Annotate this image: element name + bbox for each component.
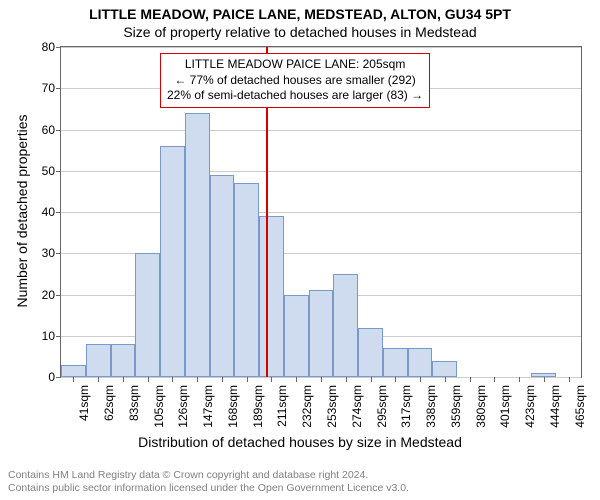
y-tick-label: 50 [42,164,61,178]
x-tick-label: 126sqm [176,385,190,428]
bar [135,253,160,377]
bar [61,365,86,377]
bar [234,183,259,377]
x-tick-mark [470,377,471,382]
x-tick-label: 211sqm [275,385,289,427]
y-tick-label: 0 [48,370,61,384]
y-tick-label: 20 [42,288,61,302]
x-tick-mark [321,377,322,382]
x-tick-mark [222,377,223,382]
x-tick-mark [296,377,297,382]
x-tick-label: 83sqm [127,385,141,421]
footer-line2: Contains public sector information licen… [8,482,409,496]
x-tick-label: 62sqm [102,385,116,421]
footer-attribution: Contains HM Land Registry data © Crown c… [8,469,409,496]
x-tick-label: 295sqm [375,385,389,428]
bar [358,328,383,378]
x-tick-mark [544,377,545,382]
bar [333,274,358,377]
x-tick-label: 274sqm [350,385,364,428]
chart-title-line2: Size of property relative to detached ho… [0,24,600,40]
x-tick-label: 401sqm [498,385,512,428]
x-tick-mark [148,377,149,382]
x-tick-label: 444sqm [548,385,562,428]
x-tick-mark [569,377,570,382]
x-tick-label: 105sqm [152,385,166,428]
x-tick-mark [247,377,248,382]
x-tick-mark [519,377,520,382]
x-tick-label: 253sqm [325,385,339,428]
bar [408,348,433,377]
bar [86,344,111,377]
x-tick-mark [371,377,372,382]
y-tick-label: 40 [42,205,61,219]
x-tick-mark [73,377,74,382]
x-tick-label: 41sqm [77,385,91,421]
annotation-line: LITTLE MEADOW PAICE LANE: 205sqm [167,57,423,73]
x-axis-label: Distribution of detached houses by size … [0,434,600,450]
bar [210,175,235,377]
plot-area: LITTLE MEADOW PAICE LANE: 205sqm← 77% of… [60,46,582,378]
x-tick-mark [123,377,124,382]
x-tick-mark [420,377,421,382]
footer-line1: Contains HM Land Registry data © Crown c… [8,469,409,483]
x-tick-label: 359sqm [449,385,463,428]
x-tick-mark [197,377,198,382]
x-tick-label: 423sqm [523,385,537,428]
x-tick-label: 338sqm [424,385,438,428]
annotation-line: ← 77% of detached houses are smaller (29… [167,73,423,89]
x-tick-label: 465sqm [573,385,587,428]
y-tick-label: 30 [42,246,61,260]
y-tick-label: 80 [42,40,61,54]
bar [309,290,334,377]
bar [383,348,408,377]
y-tick-label: 60 [42,123,61,137]
y-tick-label: 10 [42,329,61,343]
gridline [61,130,581,131]
annotation-box: LITTLE MEADOW PAICE LANE: 205sqm← 77% of… [160,53,430,108]
gridline [61,212,581,213]
annotation-line: 22% of semi-detached houses are larger (… [167,88,423,104]
bar [185,113,210,377]
x-tick-label: 189sqm [251,385,265,428]
x-tick-label: 147sqm [201,385,215,428]
y-axis-label: Number of detached properties [14,115,30,308]
bar [432,361,457,378]
x-tick-mark [98,377,99,382]
x-tick-mark [346,377,347,382]
gridline [61,47,581,48]
x-tick-label: 380sqm [474,385,488,428]
bar [259,216,284,377]
chart-title-line1: LITTLE MEADOW, PAICE LANE, MEDSTEAD, ALT… [0,6,600,22]
y-tick-label: 70 [42,81,61,95]
bar [284,295,309,378]
x-tick-label: 232sqm [300,385,314,428]
x-tick-label: 168sqm [226,385,240,428]
x-tick-mark [172,377,173,382]
x-tick-mark [445,377,446,382]
bar [160,146,185,377]
x-tick-mark [271,377,272,382]
x-tick-mark [494,377,495,382]
x-tick-label: 317sqm [399,385,413,428]
chart-container: LITTLE MEADOW, PAICE LANE, MEDSTEAD, ALT… [0,0,600,500]
x-tick-mark [395,377,396,382]
bar [111,344,136,377]
gridline [61,171,581,172]
